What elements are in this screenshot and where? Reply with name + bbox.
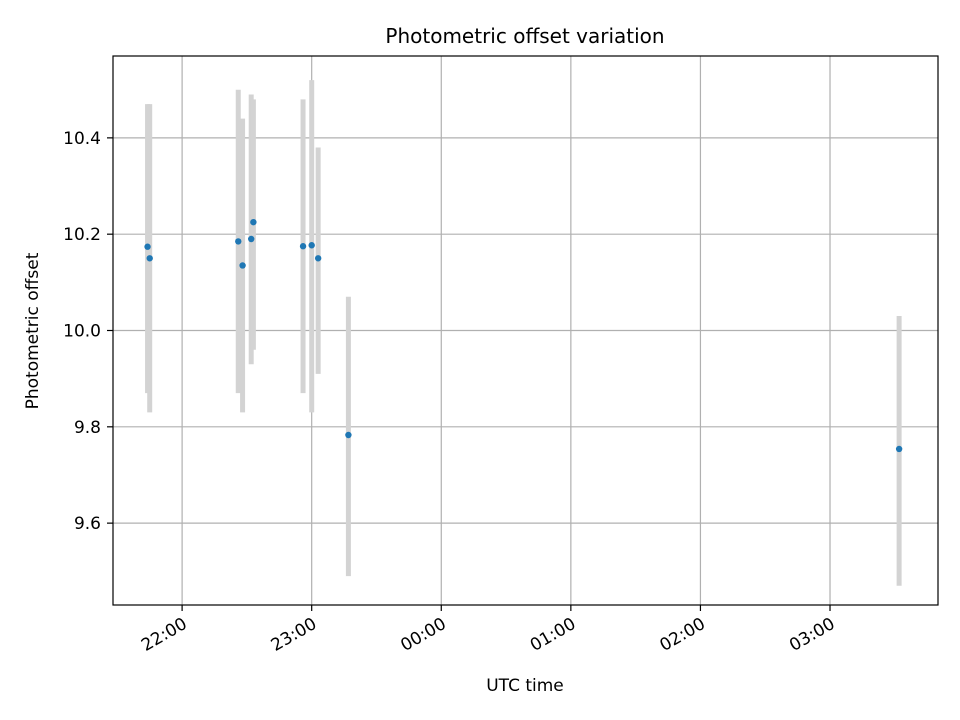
data-point <box>314 255 322 262</box>
y-tick-label: 10.4 <box>63 129 101 149</box>
y-tick-label: 9.6 <box>74 514 101 534</box>
data-point <box>308 242 315 249</box>
data-point <box>144 243 151 250</box>
data-point <box>895 445 903 453</box>
data-points <box>144 218 903 453</box>
data-point <box>250 218 257 226</box>
data-point <box>235 238 242 245</box>
chart-title: Photometric offset variation <box>385 24 664 48</box>
data-point <box>239 262 246 269</box>
data-point <box>345 431 352 439</box>
data-point <box>299 243 307 250</box>
y-tick-label: 9.8 <box>74 418 101 438</box>
data-point <box>146 255 153 262</box>
x-axis-label: UTC time <box>486 676 564 696</box>
data-point <box>248 235 255 243</box>
y-axis-label: Photometric offset <box>23 252 43 409</box>
y-tick-label: 10.2 <box>63 225 101 245</box>
y-tick-label: 10.0 <box>63 322 101 342</box>
y-ticks: 9.6 9.8 10.0 10.2 10.4 <box>63 129 113 534</box>
